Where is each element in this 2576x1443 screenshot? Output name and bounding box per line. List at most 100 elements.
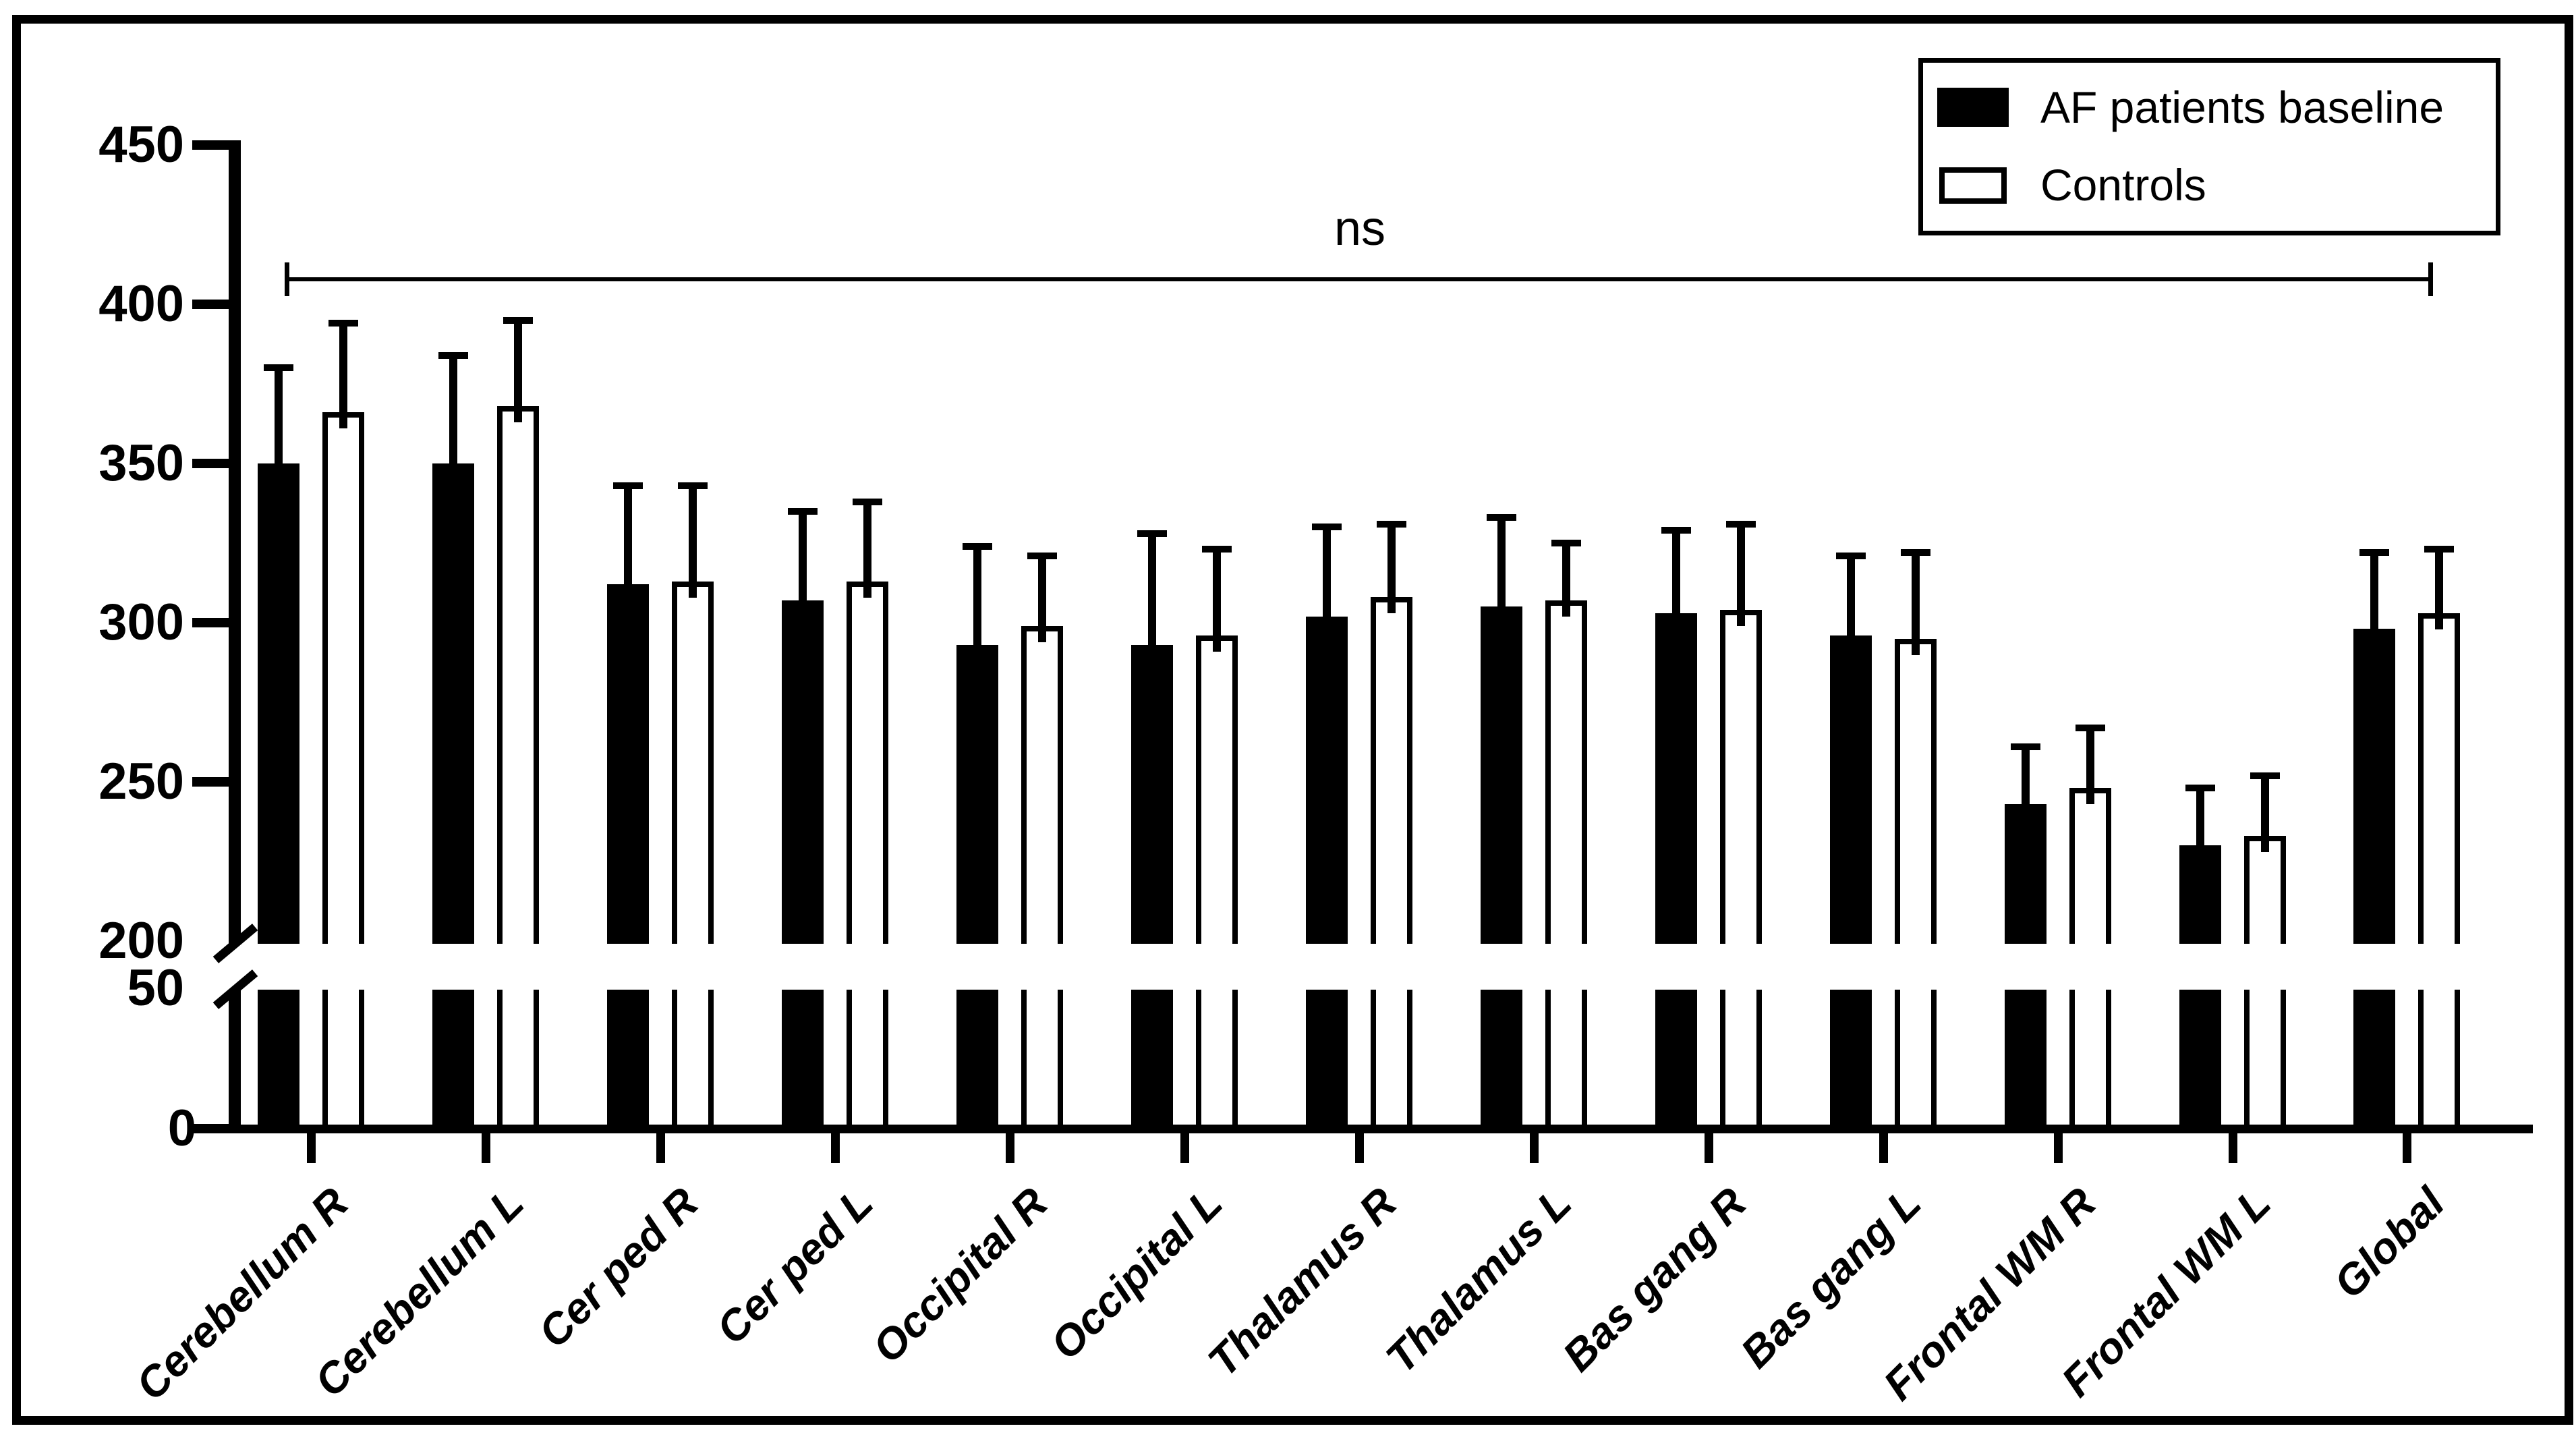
error-bar-cap: [438, 351, 468, 359]
y-axis-tick-label: 50: [127, 959, 184, 1017]
error-bar-stem: [1387, 524, 1396, 614]
error-bar-cap: [1312, 524, 1342, 531]
error-bar-cap: [2076, 724, 2105, 731]
error-bar-stem: [1672, 530, 1680, 629]
legend-swatch-controls: [1939, 167, 2007, 204]
error-bar-stem: [863, 501, 871, 598]
error-bar-stem: [1213, 549, 1221, 652]
error-bar-cap: [678, 482, 708, 490]
x-axis-tick: [1006, 1133, 1014, 1163]
y-axis-tick-label: 250: [98, 753, 184, 810]
error-bar-stem: [275, 368, 283, 480]
bar-af-thalamus-r: [1306, 616, 1348, 1131]
axis-break-band: [211, 944, 2538, 990]
legend: AF patients baseline Controls: [1918, 58, 2500, 235]
x-axis-tick: [2403, 1133, 2411, 1163]
error-bar-stem: [2435, 549, 2443, 629]
error-bar-cap: [1137, 530, 1167, 537]
error-bar-cap: [2185, 785, 2215, 792]
x-axis-tick: [1355, 1133, 1364, 1163]
error-bar-cap: [1836, 552, 1866, 559]
x-axis-tick: [482, 1133, 490, 1163]
error-bar-stem: [2086, 727, 2094, 805]
error-bar-stem: [2196, 788, 2204, 862]
y-axis-tick-label: 200: [98, 912, 184, 969]
error-bar-cap: [1661, 527, 1691, 534]
y-axis-tick-label: 400: [98, 275, 184, 333]
x-axis-tick: [831, 1133, 840, 1163]
category-label-bas-gang-l: Bas gang L: [1731, 1178, 1930, 1378]
error-bar-cap: [1726, 520, 1756, 528]
y-axis-tick: [192, 777, 241, 787]
bar-controls-bas-gang-r: [1720, 610, 1762, 1131]
error-bar-stem: [1148, 533, 1156, 662]
error-bar-stem: [2022, 747, 2030, 821]
x-axis-tick: [1705, 1133, 1713, 1163]
error-bar-cap: [1377, 520, 1406, 528]
chart-area: 0 50 200 250 300 350 400 450 Cerebellum R Cerebel…: [9, 9, 2576, 1443]
bar-af-cerebellum-l: [432, 463, 474, 1131]
error-bar-cap: [963, 542, 992, 550]
error-bar-stem: [1038, 555, 1046, 642]
error-bar-stem: [689, 486, 697, 598]
x-axis-tick: [2229, 1133, 2237, 1163]
bar-af-cerebellum-r: [258, 463, 299, 1131]
bar-controls-bas-gang-l: [1895, 638, 1937, 1131]
category-label-thalamus-r: Thalamus R: [1199, 1178, 1406, 1386]
error-bar-stem: [1847, 555, 1855, 652]
x-axis-tick: [1879, 1133, 1888, 1163]
y-axis-tick-label: 300: [98, 594, 184, 651]
error-bar-cap: [328, 320, 358, 327]
significance-bracket-left-tick: [285, 262, 289, 296]
error-bar-cap: [1487, 514, 1516, 521]
error-bar-stem: [2370, 553, 2378, 646]
bar-controls-thalamus-l: [1545, 600, 1587, 1131]
bar-af-thalamus-l: [1481, 606, 1522, 1131]
y-axis-line: [229, 141, 241, 1133]
error-bar-cap: [1202, 546, 1232, 553]
category-label-occipital-l: Occipital L: [1041, 1178, 1232, 1369]
x-axis-tick: [2054, 1133, 2063, 1163]
bar-controls-thalamus-r: [1371, 597, 1412, 1131]
category-label-occipital-r: Occipital R: [863, 1178, 1057, 1372]
error-bar-stem: [1737, 524, 1745, 627]
error-bar-stem: [973, 546, 981, 662]
category-label-global: Global: [2324, 1178, 2454, 1308]
y-axis-tick-label: 350: [98, 434, 184, 492]
bar-af-bas-gang-r: [1655, 613, 1697, 1131]
error-bar-cap: [2359, 549, 2389, 557]
error-bar-stem: [799, 511, 807, 617]
bar-controls-cerebellum-r: [322, 412, 364, 1131]
error-bar-stem: [339, 323, 347, 429]
x-axis-line: [229, 1125, 2533, 1133]
bar-controls-cer-ped-l: [847, 581, 888, 1131]
error-bar-stem: [1323, 527, 1331, 633]
error-bar-stem: [514, 320, 522, 423]
significance-bracket-right-tick: [2428, 262, 2433, 296]
error-bar-stem: [1497, 517, 1506, 623]
error-bar-cap: [503, 316, 533, 324]
y-axis-tick-label: 450: [98, 116, 184, 173]
y-axis-tick: [192, 300, 241, 309]
error-bar-stem: [449, 355, 457, 480]
legend-label-controls: Controls: [2040, 160, 2206, 210]
bar-af-occipital-r: [956, 645, 998, 1131]
category-label-bas-gang-r: Bas gang R: [1553, 1178, 1756, 1381]
significance-label: ns: [1334, 202, 1386, 256]
bar-controls-occipital-r: [1021, 625, 1063, 1131]
error-bar-cap: [2011, 743, 2040, 751]
error-bar-cap: [264, 364, 293, 372]
legend-swatch-af-patients: [1937, 88, 2009, 127]
bar-controls-occipital-l: [1196, 635, 1238, 1131]
error-bar-cap: [1901, 549, 1930, 557]
x-axis-tick: [1180, 1133, 1189, 1163]
error-bar-stem: [1562, 543, 1570, 617]
category-label-thalamus-l: Thalamus L: [1377, 1178, 1581, 1382]
significance-bracket-line: [287, 277, 2433, 281]
bar-af-cer-ped-l: [782, 600, 824, 1131]
figure-frame: 0 50 200 250 300 350 400 450 Cerebellum R Cerebel…: [12, 15, 2573, 1425]
error-bar-cap: [2424, 546, 2454, 553]
bar-af-occipital-l: [1131, 645, 1173, 1131]
error-bar-cap: [613, 482, 643, 490]
bar-controls-cer-ped-r: [672, 581, 714, 1131]
